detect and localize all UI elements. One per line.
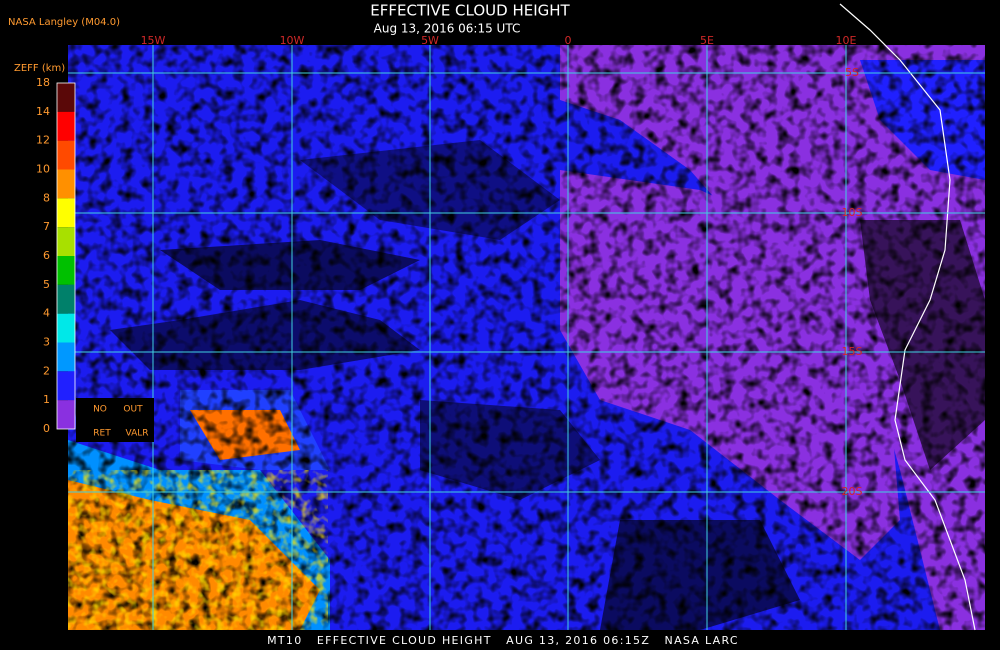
- latitude-label: 10S: [842, 206, 863, 219]
- legend-label: 4: [43, 307, 50, 320]
- legend-swatch: [57, 140, 75, 170]
- legend-label: 14: [36, 105, 50, 118]
- legend-label: 18: [36, 76, 50, 89]
- longitude-label: 15W: [141, 34, 166, 47]
- flag-label: VALR: [125, 429, 148, 439]
- footer: MT10 EFFECTIVE CLOUD HEIGHT AUG 13, 2016…: [267, 634, 739, 647]
- latitude-label: 20S: [842, 485, 863, 498]
- legend-swatch: [57, 256, 75, 285]
- graticule: [68, 45, 985, 630]
- latitude-labels: 5S 10S 15S 20S: [842, 66, 863, 498]
- source-label: NASA Langley (M04.0): [8, 17, 120, 28]
- flag-label: RET: [93, 429, 111, 439]
- legend-swatch: [57, 400, 75, 429]
- legend-swatch: [57, 371, 75, 401]
- latitude-label: 15S: [842, 345, 863, 358]
- legend-label: 5: [43, 278, 50, 291]
- longitude-label: 5W: [421, 34, 439, 47]
- longitude-label: 10E: [836, 34, 857, 47]
- legend-swatch: [57, 227, 75, 256]
- legend-swatch: [57, 111, 75, 141]
- title: EFFECTIVE CLOUD HEIGHT: [370, 2, 570, 20]
- legend-label: 2: [43, 364, 50, 377]
- legend-label: 0: [43, 422, 50, 435]
- longitude-labels: 15W 10W 5W 0 5E 10E: [141, 34, 857, 47]
- legend-swatch: [57, 284, 75, 314]
- flag-label: NO: [93, 405, 107, 415]
- legend-swatch: [57, 342, 75, 372]
- legend-label: 1: [43, 393, 50, 406]
- latitude-label: 5S: [845, 66, 859, 79]
- legend-label: 12: [36, 134, 50, 147]
- cloud-image: [68, 3, 985, 631]
- legend-swatch: [57, 313, 75, 343]
- legend-label: 10: [36, 163, 50, 176]
- legend-swatch: [57, 169, 75, 199]
- longitude-label: 10W: [280, 34, 305, 47]
- flag-box: [76, 398, 154, 442]
- legend-title: ZEFF (km): [14, 63, 65, 74]
- legend-swatch: [57, 83, 75, 112]
- legend-label: 3: [43, 336, 50, 349]
- legend-frame: [56, 82, 76, 430]
- legend-label: 7: [43, 220, 50, 233]
- legend-label: 8: [43, 191, 50, 204]
- legend-swatch: [57, 198, 75, 228]
- subtitle: Aug 13, 2016 06:15 UTC: [374, 22, 521, 36]
- flag-label: OUT: [123, 405, 143, 415]
- longitude-label: 0: [565, 34, 572, 47]
- longitude-label: 5E: [700, 34, 714, 47]
- legend-label: 6: [43, 249, 50, 262]
